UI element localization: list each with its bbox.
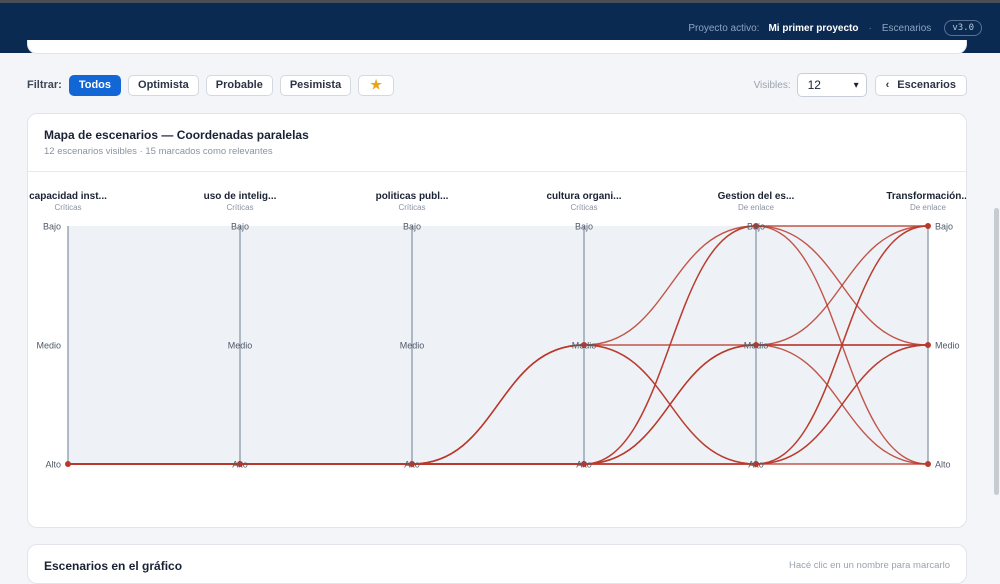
scenario-point — [409, 461, 415, 467]
axis-level-label: Bajo — [935, 222, 953, 232]
scenario-line — [68, 344, 928, 465]
scenario-point — [925, 223, 931, 229]
scenarios-list-card: Escenarios en el gráfico Hacé clic en un… — [27, 544, 967, 584]
axis-level-label: Medio — [36, 341, 61, 351]
filter-chip-pesimista[interactable]: Pesimista — [279, 74, 352, 96]
axis-level-label: Alto — [45, 460, 61, 470]
axis-title: politicas publ... — [376, 191, 449, 202]
scenario-point — [753, 342, 759, 348]
card-title: Mapa de escenarios — Coordenadas paralel… — [44, 128, 309, 142]
axis-level-label: Medio — [228, 341, 253, 351]
filter-chip-optimista[interactable]: Optimista — [128, 74, 199, 96]
scenario-point — [753, 461, 759, 467]
axis-title: capacidad inst... — [29, 191, 107, 202]
axis-level-label: Alto — [576, 460, 592, 470]
filter-label: Filtrar: — [27, 79, 62, 91]
axis-level-label: Alto — [232, 460, 248, 470]
filter-bar: Filtrar: Todos Optimista Probable Pesimi… — [27, 73, 967, 97]
star-filter-button[interactable]: ★ — [358, 74, 394, 96]
axis-group-label: De enlace — [910, 203, 947, 212]
project-name[interactable]: Mi primer proyecto — [768, 22, 859, 34]
back-to-escenarios-button[interactable]: ‹ Escenarios — [874, 74, 967, 96]
axis-level-label: Medio — [744, 341, 769, 351]
axis-group-label: De enlace — [738, 203, 775, 212]
axis-band — [240, 226, 412, 464]
axis-level-label: Medio — [935, 341, 960, 351]
card-subtitle: 12 escenarios visibles · 15 marcados com… — [44, 146, 273, 157]
filter-chip-probable[interactable]: Probable — [205, 74, 273, 96]
chevron-left-icon: ‹ — [885, 79, 890, 91]
parallel-coordinates-chart: capacidad inst...CríticasBajoMedioAltous… — [29, 191, 967, 470]
section-label[interactable]: Escenarios — [881, 22, 932, 34]
axis-level-label: Bajo — [43, 222, 61, 232]
axis-group-label: Críticas — [226, 203, 253, 212]
axis-band — [68, 226, 240, 464]
axis-level-label: Alto — [748, 460, 764, 470]
version-badge: v3.0 — [944, 20, 982, 36]
card-divider — [28, 171, 966, 172]
axis-title: cultura organi... — [546, 191, 621, 202]
axis-level-label: Bajo — [403, 222, 421, 232]
star-icon: ★ — [370, 77, 382, 92]
chevron-down-icon: ▾ — [853, 79, 859, 91]
window-top-edge — [0, 0, 1000, 3]
axis-title: uso de intelig... — [204, 191, 277, 202]
active-project-label: Proyecto activo: — [688, 22, 760, 34]
visible-label: Visibles: — [753, 79, 791, 91]
scenarios-list-title: Escenarios en el gráfico — [44, 559, 183, 573]
project-info: Proyecto activo: Mi primer proyecto · Es… — [688, 3, 982, 53]
axis-level-label: Bajo — [747, 222, 765, 232]
axis-title: Gestion del es... — [718, 191, 795, 202]
visible-count-select[interactable]: 12 ▾ — [796, 73, 867, 97]
axis-level-label: Bajo — [231, 222, 249, 232]
parallel-coordinates-card: Mapa de escenarios — Coordenadas paralel… — [27, 113, 967, 528]
scenario-point — [581, 342, 587, 348]
scenario-point — [925, 342, 931, 348]
axis-group-label: Críticas — [570, 203, 597, 212]
page-scrollbar[interactable] — [994, 208, 999, 495]
axis-group-label: Críticas — [398, 203, 425, 212]
scenario-point — [581, 461, 587, 467]
axis-level-label: Medio — [400, 341, 425, 351]
scenario-point — [925, 461, 931, 467]
back-button-label: Escenarios — [897, 79, 956, 91]
separator: · — [868, 22, 872, 34]
axis-level-label: Medio — [572, 341, 597, 351]
axis-title: Transformación... — [886, 191, 967, 202]
scenario-point — [65, 461, 71, 467]
scenario-point — [237, 461, 243, 467]
axis-level-label: Alto — [404, 460, 420, 470]
visible-count-value: 12 — [807, 78, 821, 92]
filter-chip-todos[interactable]: Todos — [68, 74, 122, 96]
previous-card-bottom — [27, 40, 967, 54]
axis-level-label: Alto — [935, 460, 951, 470]
scenario-point — [753, 223, 759, 229]
axis-group-label: Críticas — [54, 203, 81, 212]
axis-band — [412, 226, 584, 464]
axis-level-label: Bajo — [575, 222, 593, 232]
scenarios-list-hint: Hacé clic en un nombre para marcarlo — [788, 560, 950, 571]
